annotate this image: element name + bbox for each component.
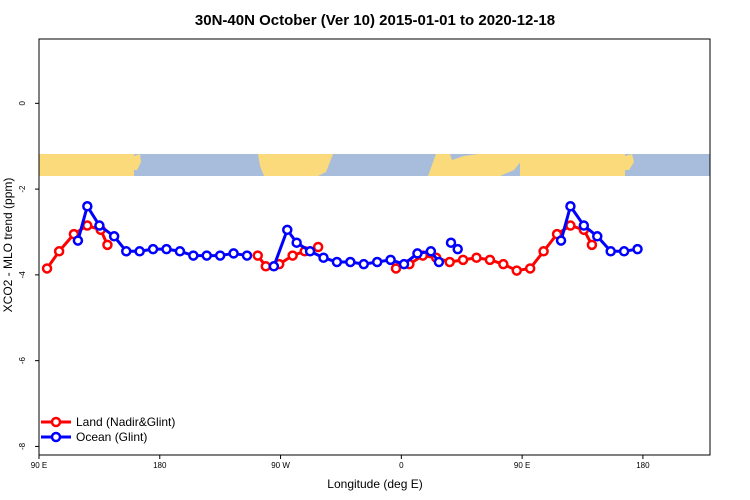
y-tick-label: 0	[18, 101, 27, 106]
data-point-ocean	[445, 237, 457, 248]
data-point-ocean	[201, 250, 212, 261]
data-point-ocean	[228, 248, 239, 259]
data-point-ocean	[578, 220, 590, 231]
data-point-land	[484, 254, 496, 266]
data-point-ocean	[565, 201, 576, 212]
data-point-land	[538, 246, 549, 257]
y-tick-label: -6	[18, 357, 27, 365]
data-point-ocean	[632, 243, 643, 255]
y-axis-label: XCO2 - MLO trend (ppm)	[1, 178, 15, 313]
data-point-land	[252, 250, 263, 261]
land-japan	[134, 154, 141, 170]
data-point-land	[586, 239, 598, 251]
data-point-ocean	[592, 231, 603, 242]
data-point-ocean	[331, 256, 343, 268]
data-point-ocean	[425, 246, 437, 257]
land-asia	[39, 154, 134, 176]
map-strip-land	[39, 154, 634, 176]
data-point-ocean	[371, 256, 383, 268]
data-point-land	[565, 220, 576, 231]
data-point-land	[457, 254, 469, 266]
y-tick-label: -8	[18, 442, 27, 450]
data-point-ocean	[433, 256, 445, 268]
data-point-ocean	[618, 246, 630, 257]
map-strip	[39, 154, 710, 176]
land-north-america	[258, 154, 333, 176]
series-layer	[41, 201, 643, 276]
data-point-land	[390, 263, 402, 274]
x-axis: 90 E 180 90 W 0 90 E 180	[31, 455, 650, 470]
x-axis-label: Longitude (deg E)	[327, 477, 422, 491]
data-point-land	[444, 256, 455, 268]
data-point-land	[524, 263, 536, 274]
chart-title: 30N-40N October (Ver 10) 2015-01-01 to 2…	[195, 12, 555, 29]
legend-item-ocean: Ocean (Glint)	[41, 430, 147, 444]
data-point-ocean	[120, 246, 132, 257]
data-point-ocean	[385, 254, 396, 266]
land-europe-africa	[428, 154, 522, 176]
series-ocean	[72, 201, 643, 272]
y-tick-label: -4	[18, 271, 27, 279]
legend-label-land: Land (Nadir&Glint)	[76, 415, 175, 429]
x-tick-label: 90 E	[31, 461, 47, 470]
data-point-ocean	[291, 237, 302, 248]
data-point-ocean	[304, 246, 316, 257]
x-tick-label: 0	[399, 461, 404, 470]
data-point-land	[260, 261, 272, 272]
data-point-ocean	[358, 258, 370, 270]
data-point-ocean	[282, 224, 293, 236]
data-point-ocean	[108, 231, 120, 242]
legend-item-land: Land (Nadir&Glint)	[41, 415, 175, 429]
data-point-ocean	[268, 261, 280, 272]
data-point-ocean	[452, 243, 463, 255]
data-point-ocean	[147, 243, 159, 255]
data-point-land	[41, 263, 53, 274]
data-point-ocean	[134, 246, 145, 257]
x-tick-label: 180	[636, 461, 650, 470]
legend-marker-land	[50, 416, 62, 428]
land-asia-repeat	[520, 154, 625, 176]
data-point-ocean	[605, 246, 616, 257]
x-tick-label: 90 E	[514, 461, 530, 470]
data-point-land	[53, 246, 65, 257]
data-point-ocean	[188, 250, 199, 261]
data-point-ocean	[214, 250, 226, 261]
y-axis: 0 -2 -4 -6 -8	[18, 101, 39, 450]
data-point-ocean	[241, 250, 253, 261]
data-point-land	[471, 252, 482, 263]
legend: Land (Nadir&Glint) Ocean (Glint)	[41, 415, 175, 444]
data-point-ocean	[174, 246, 186, 257]
data-point-ocean	[94, 220, 105, 231]
data-point-ocean	[82, 201, 93, 212]
data-point-ocean	[161, 243, 172, 255]
data-point-ocean	[398, 258, 410, 270]
data-point-ocean	[412, 248, 423, 259]
data-point-ocean	[345, 256, 356, 268]
data-point-ocean	[318, 252, 329, 263]
land-japan-repeat	[625, 154, 634, 170]
data-point-ocean	[555, 235, 567, 246]
legend-label-ocean: Ocean (Glint)	[76, 430, 147, 444]
data-point-ocean	[72, 235, 84, 246]
data-point-land	[511, 265, 523, 276]
x-tick-label: 180	[153, 461, 167, 470]
data-point-land	[312, 241, 324, 253]
y-tick-label: -2	[18, 185, 27, 193]
data-point-land	[82, 220, 93, 231]
data-point-land	[102, 239, 113, 251]
data-point-land	[498, 258, 509, 270]
legend-marker-ocean	[50, 431, 62, 443]
data-point-land	[287, 250, 298, 261]
plot-frame	[38, 38, 711, 456]
x-tick-label: 90 W	[271, 461, 290, 470]
